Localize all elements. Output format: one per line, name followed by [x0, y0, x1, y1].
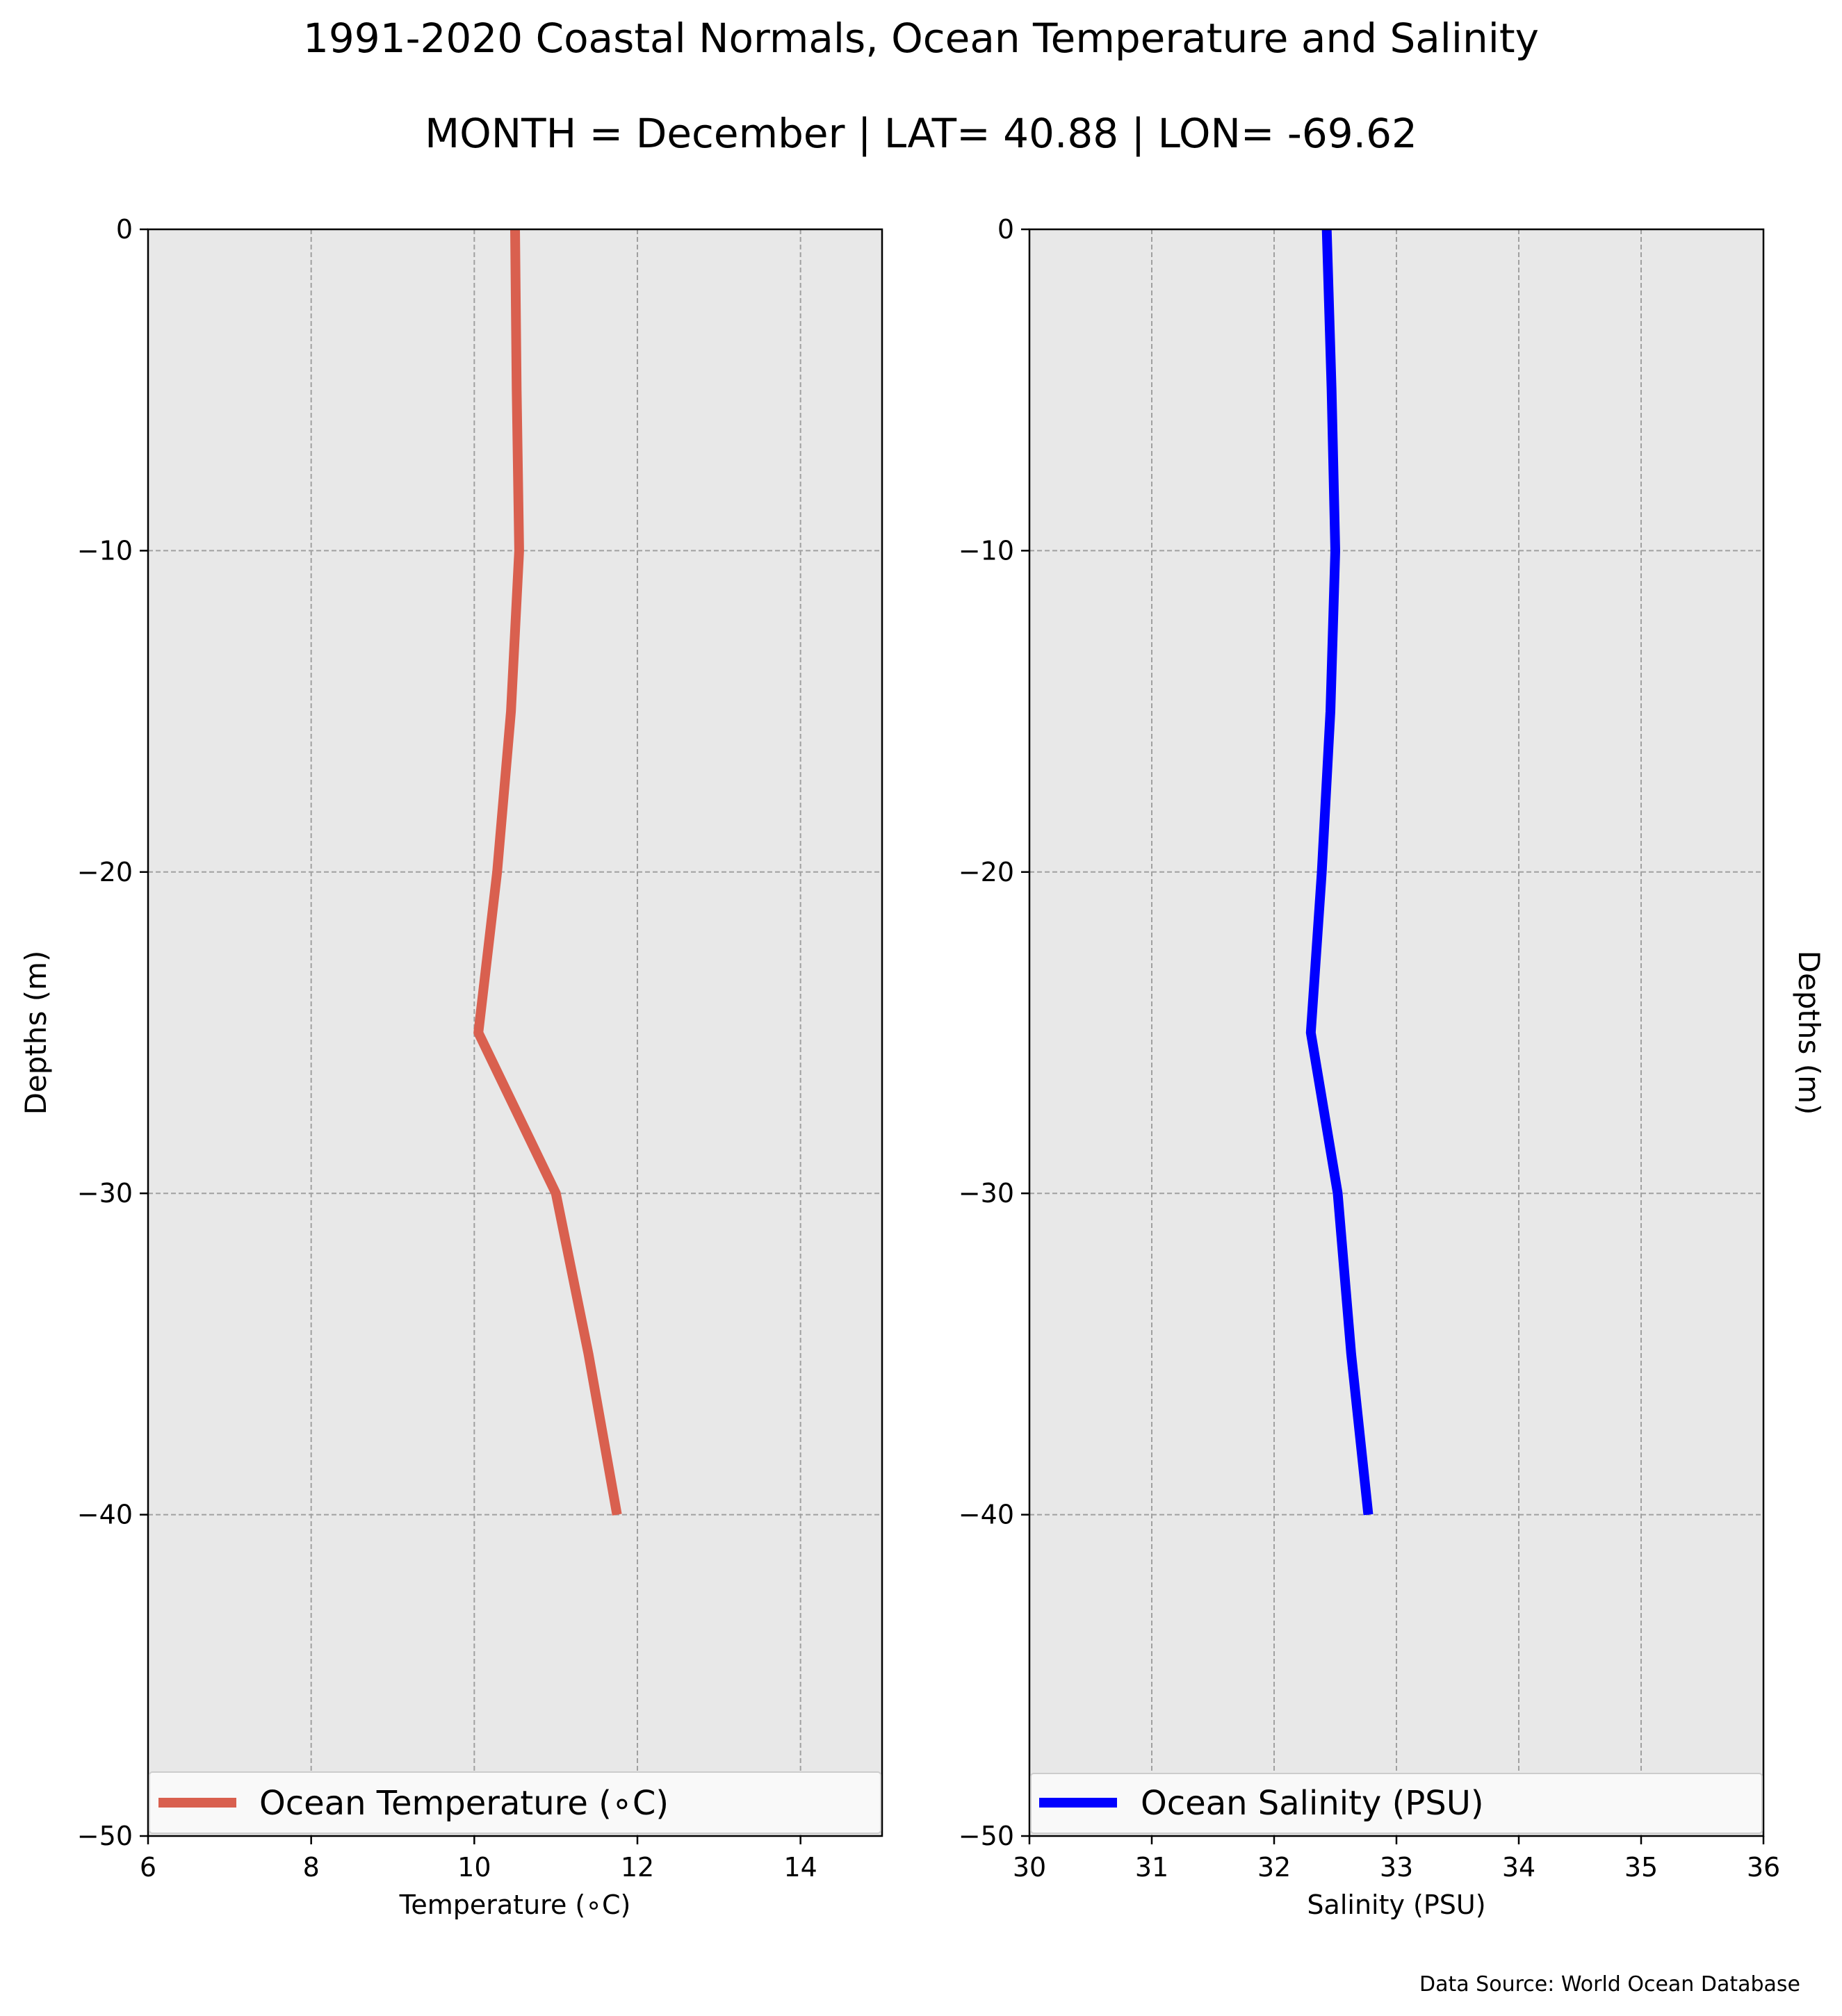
salinity-data-point [1321, 871, 1323, 873]
salinity-data-point [1331, 389, 1332, 391]
temperature-data-point [496, 871, 498, 873]
salinity-legend: Ocean Salinity (PSU) [1030, 1773, 1763, 1834]
temperature-data-point [555, 1193, 557, 1194]
salinity-x-tick-label: 36 [1747, 1852, 1780, 1883]
salinity-x-tick-label: 30 [1013, 1852, 1046, 1883]
salinity-legend-label: Ocean Salinity (PSU) [1141, 1784, 1484, 1823]
salinity-y-tick-label: 0 [997, 214, 1014, 245]
temperature-x-tick-label: 12 [621, 1852, 654, 1883]
temperature-y-tick-label: −10 [77, 535, 133, 566]
salinity-x-tick-label: 31 [1135, 1852, 1168, 1883]
temperature-y-axis-label: Depths (m) [19, 951, 53, 1115]
salinity-y-ticks: 0 −10 −20 −30 −40 −50 [959, 214, 1029, 1851]
temperature-legend: Ocean Temperature (∘C) [149, 1771, 881, 1834]
temperature-y-tick-label: 0 [116, 214, 133, 245]
temperature-legend-label: Ocean Temperature (∘C) [259, 1784, 669, 1823]
temperature-plot-frame [147, 228, 883, 1837]
salinity-data-point [1335, 550, 1336, 551]
temperature-x-tick-label: 8 [303, 1852, 320, 1883]
salinity-x-ticks: 30 31 32 33 34 35 36 [1013, 1836, 1780, 1883]
data-source-note: Data Source: World Ocean Database [1419, 1972, 1800, 1997]
salinity-data-point [1337, 1193, 1338, 1194]
salinity-x-tick-label: 34 [1502, 1852, 1535, 1883]
salinity-y-tick-label: −10 [959, 535, 1014, 566]
salinity-x-axis-label: Salinity (PSU) [1307, 1890, 1485, 1920]
temperature-x-tick-label: 14 [783, 1852, 817, 1883]
temperature-data-point [516, 389, 517, 391]
salinity-y-tick-label: −30 [959, 1178, 1014, 1208]
salinity-y-axis-label: Depths (m) [1792, 951, 1826, 1115]
temperature-legend-box [149, 1771, 881, 1834]
salinity-y-tick-label: −40 [959, 1500, 1014, 1530]
temperature-x-tick-label: 10 [457, 1852, 491, 1883]
salinity-y-tick-label: −20 [959, 857, 1014, 887]
temperature-x-tick-label: 6 [140, 1852, 156, 1883]
temperature-data-point [510, 711, 512, 712]
temperature-x-axis-label: Temperature (∘C) [399, 1890, 631, 1920]
temperature-x-ticks: 6 8 10 12 14 [140, 1836, 817, 1883]
temperature-y-ticks: 0 −10 −20 −30 −40 −50 [77, 214, 148, 1851]
salinity-panel: 30 31 32 33 34 35 36 0 −10 −20 −30 −40 −50 Ocean Sa… [959, 214, 1826, 1920]
figure-title-line1: 1991-2020 Coastal Normals, Ocean Tempera… [303, 15, 1539, 62]
temperature-y-tick-label: −20 [77, 857, 133, 887]
salinity-data-point [1330, 711, 1331, 712]
salinity-x-tick-label: 35 [1624, 1852, 1658, 1883]
salinity-y-tick-label: −50 [959, 1821, 1014, 1851]
salinity-x-tick-label: 33 [1380, 1852, 1413, 1883]
temperature-panel: 6 8 10 12 14 0 −10 −20 −30 −40 −50 Ocean Temperat… [19, 214, 883, 1920]
temperature-y-tick-label: −30 [77, 1178, 133, 1208]
salinity-data-point [1368, 1514, 1369, 1516]
salinity-legend-box [1030, 1773, 1763, 1834]
temperature-y-tick-label: −50 [77, 1821, 133, 1851]
salinity-x-tick-label: 32 [1257, 1852, 1291, 1883]
figure-title-line2: MONTH = December | LAT= 40.88 | LON= -69… [425, 110, 1417, 157]
temperature-y-tick-label: −40 [77, 1500, 133, 1530]
